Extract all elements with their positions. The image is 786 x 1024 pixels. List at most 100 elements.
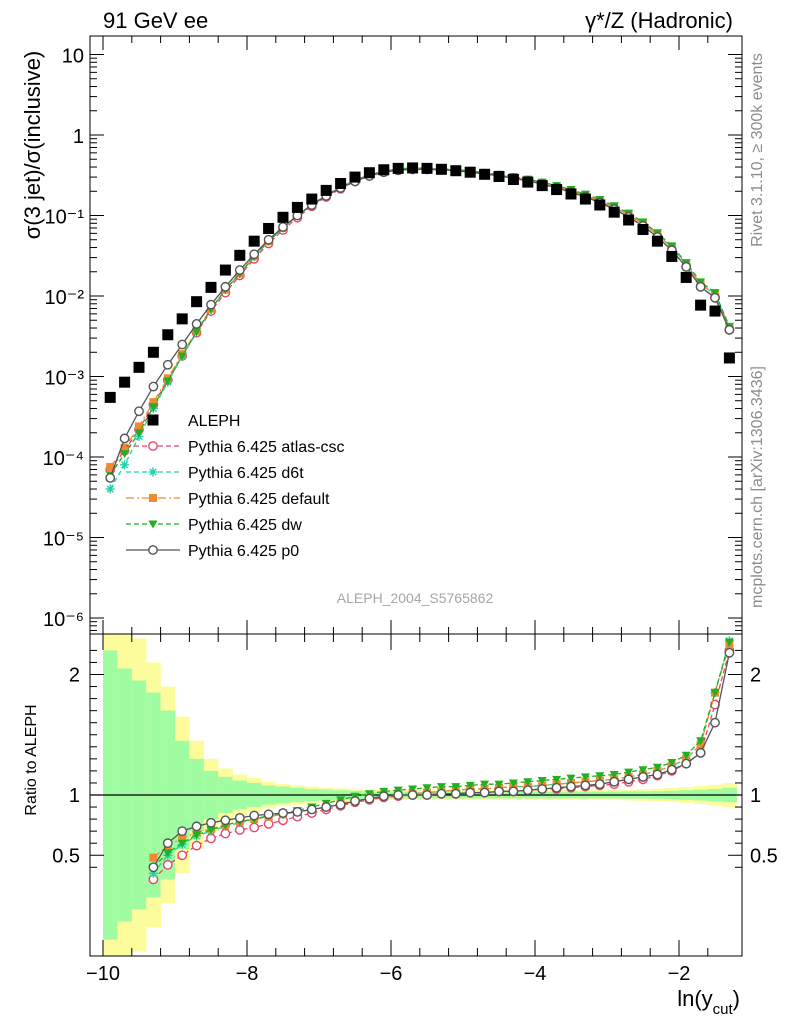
main-point-aleph <box>219 264 231 276</box>
main-point-pythia-6-425-p0 <box>263 234 274 245</box>
ratio-point-pythia-6-425-p0 <box>234 812 245 823</box>
rivet-label: Rivet 3.1.10, ≥ 300k events <box>749 53 766 247</box>
main-point-aleph <box>248 235 260 247</box>
ratio-point-pythia-6-425-dw <box>681 751 691 760</box>
legend-entry-pythia-6-425-d6t: Pythia 6.425 d6t <box>126 465 304 482</box>
main-point-pythia-6-425-d6t-stroke <box>120 461 129 469</box>
legend-marker <box>147 414 159 426</box>
ratio-point-pythia-6-425-dw <box>609 771 619 780</box>
ratio-series-pythia-6-425-d6t <box>148 636 734 878</box>
legend-entry-pythia-6-425-default: Pythia 6.425 default <box>126 491 330 508</box>
main-point-aleph <box>306 193 318 205</box>
main-point-aleph <box>565 188 577 200</box>
ratio-point-pythia-6-425-dw <box>494 780 504 789</box>
ratio-line-pythia-6-425-atlas-csc <box>152 650 731 880</box>
main-point-aleph <box>680 271 692 283</box>
legend-marker <box>148 441 158 451</box>
main-point-pythia-6-425-p0 <box>148 381 159 392</box>
ratio-point-pythia-6-425-p0 <box>494 786 504 797</box>
x-tick-label: −6 <box>380 963 403 985</box>
ratio-point-pythia-6-425-dw <box>595 772 605 781</box>
ratio-point-pythia-6-425-p0 <box>508 786 519 797</box>
ratio-point-pythia-6-425-p0 <box>364 793 375 804</box>
ratio-point-pythia-6-425-dw <box>667 758 677 767</box>
main-panel: 10⁻⁶ 10⁻⁵ 10⁻⁴ 10⁻³ 10⁻² 10⁻¹ 1 10 σ(3 jet)/σ(i… <box>20 35 743 635</box>
main-point-aleph <box>651 235 663 247</box>
ratio-point-pythia-6-425-p0 <box>551 782 562 793</box>
main-point-pythia-6-425-p0 <box>191 319 202 329</box>
main-point-aleph <box>450 165 462 177</box>
ratio-point-pythia-6-425-p0 <box>479 787 490 798</box>
ratio-point-pythia-6-425-p0 <box>566 781 576 792</box>
x-tick-label: −2 <box>668 963 691 985</box>
x-axis-label-close: ) <box>733 986 740 1011</box>
legend-entry-pythia-6-425-p0: Pythia 6.425 p0 <box>126 543 299 560</box>
main-y-tick-label: 10⁻³ <box>45 368 85 390</box>
main-point-aleph <box>551 184 563 196</box>
main-point-aleph <box>392 162 404 174</box>
x-tick-label: −8 <box>236 963 259 985</box>
ratio-point-pythia-6-425-dw <box>710 689 720 698</box>
main-axes: 10⁻⁶ 10⁻⁵ 10⁻⁴ 10⁻³ 10⁻² 10⁻¹ 1 10 <box>43 36 742 634</box>
ratio-point-pythia-6-425-dw <box>566 774 576 783</box>
ratio-point-pythia-6-425-p0 <box>522 785 533 796</box>
main-y-tick-label: 10⁻⁴ <box>43 448 84 470</box>
ratio-point-pythia-6-425-p0 <box>278 808 288 818</box>
main-point-aleph <box>464 166 476 178</box>
ratio-panel: 0.5 0.5 1 1 2 2 −10 −8 −6 −4 −2 Ratio to ALEPH <box>23 633 778 985</box>
main-point-aleph <box>277 211 289 223</box>
main-y-tick-label: 10⁻¹ <box>45 207 85 229</box>
ratio-point-pythia-6-425-dw <box>624 768 634 777</box>
main-point-pythia-6-425-p0 <box>134 406 144 417</box>
main-point-aleph <box>493 171 505 183</box>
ratio-y-axis-label: Ratio to ALEPH <box>23 704 40 815</box>
legend-entry-pythia-6-425-dw: Pythia 6.425 dw <box>126 517 302 534</box>
legend-entry-aleph: ALEPH <box>147 413 240 430</box>
main-point-pythia-6-425-d6t <box>120 460 130 470</box>
ratio-point-pythia-6-425-atlas-csc <box>249 822 260 833</box>
ratio-point-pythia-6-425-p0 <box>162 838 173 849</box>
main-point-aleph <box>133 361 145 373</box>
main-point-aleph <box>162 329 174 341</box>
main-point-aleph <box>104 391 116 403</box>
legend-marker <box>148 467 158 477</box>
main-point-aleph <box>723 352 735 364</box>
ratio-point-pythia-6-425-dw <box>638 766 648 775</box>
ratio-point-pythia-6-425-dw <box>163 849 173 858</box>
main-series-pythia-6-425-p0 <box>105 164 735 483</box>
ratio-point-pythia-6-425-p0 <box>220 815 231 826</box>
x-axis-label-sub: cut <box>713 1001 734 1018</box>
legend-label: Pythia 6.425 dw <box>188 517 302 534</box>
main-y-tick-label: 1 <box>73 126 84 148</box>
main-point-aleph <box>536 180 548 192</box>
ratio-y-tick-label-right: 1 <box>750 785 761 807</box>
ratio-point-pythia-6-425-p0 <box>623 774 634 785</box>
legend-label: Pythia 6.425 d6t <box>188 465 304 482</box>
legend-label: Pythia 6.425 default <box>188 491 330 508</box>
ratio-point-pythia-6-425-dw <box>465 781 475 790</box>
ratio-point-pythia-6-425-dw <box>696 737 706 746</box>
main-point-pythia-6-425-default <box>106 463 115 472</box>
main-point-aleph <box>378 164 390 176</box>
ratio-point-pythia-6-425-dw <box>408 785 418 794</box>
main-point-pythia-6-425-p0 <box>234 265 245 275</box>
x-tick-label: −10 <box>86 963 120 985</box>
main-point-aleph <box>320 184 332 196</box>
main-point-pythia-6-425-p0 <box>681 261 692 272</box>
ratio-line-pythia-6-425-p0 <box>152 652 731 868</box>
main-series-aleph <box>104 162 735 403</box>
main-point-pythia-6-425-p0 <box>710 292 720 303</box>
legend-entry-pythia-6-425-atlas-csc: Pythia 6.425 atlas-csc <box>126 439 345 456</box>
main-point-aleph <box>507 174 519 186</box>
main-point-aleph <box>119 376 131 388</box>
main-point-pythia-6-425-default <box>149 398 158 407</box>
ratio-point-pythia-6-425-p0 <box>407 790 418 800</box>
main-point-pythia-6-425-dw <box>120 450 130 459</box>
ratio-plot-area <box>90 634 742 956</box>
main-y-tick-label: 10⁻⁵ <box>43 529 84 551</box>
main-point-pythia-6-425-p0 <box>695 281 706 292</box>
x-axis-label: ln(ycut) <box>677 986 740 1018</box>
main-point-aleph <box>234 249 246 261</box>
legend-label: ALEPH <box>188 413 240 430</box>
ratio-point-pythia-6-425-p0 <box>177 826 188 837</box>
